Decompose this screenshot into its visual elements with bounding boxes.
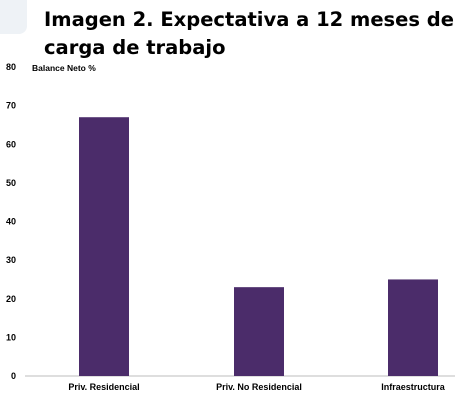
bar — [388, 279, 438, 376]
x-tick-label: Infraestructura — [381, 382, 446, 392]
bar — [79, 117, 129, 377]
bars-group — [79, 117, 438, 377]
y-tick-label: 70 — [6, 101, 16, 111]
y-tick-label: 20 — [6, 294, 16, 304]
y-tick-label: 50 — [6, 178, 16, 188]
chart-title: Imagen 2. Expectativa a 12 meses de carg… — [44, 8, 454, 59]
y-axis-label: Balance Neto % — [32, 63, 96, 73]
bar — [234, 287, 284, 376]
y-tick-label: 30 — [6, 255, 16, 265]
header-tab-decoration — [0, 0, 27, 34]
x-tick-label: Priv. Residencial — [68, 382, 139, 392]
y-tick-label: 40 — [6, 217, 16, 227]
y-tick-label: 10 — [6, 332, 16, 342]
y-axis: 0 10 20 30 40 50 60 70 80 — [6, 62, 16, 381]
x-tick-label: Priv. No Residencial — [216, 382, 302, 392]
y-tick-label: 0 — [11, 371, 16, 381]
x-axis: Priv. Residencial Priv. No Residencial Inf… — [68, 382, 445, 392]
y-tick-label: 80 — [6, 62, 16, 72]
y-tick-label: 60 — [6, 139, 16, 149]
